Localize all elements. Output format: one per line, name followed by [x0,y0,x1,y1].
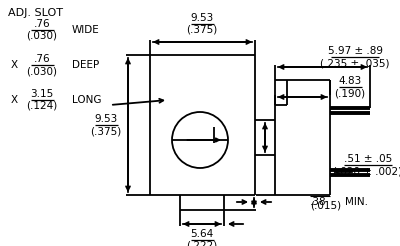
Text: ADJ. SLOT: ADJ. SLOT [8,8,63,18]
Text: (.190): (.190) [334,88,366,98]
Text: (.375): (.375) [90,126,122,136]
Text: .76: .76 [34,19,50,29]
Text: LONG: LONG [72,95,102,105]
Text: (.030): (.030) [26,31,58,41]
Text: MIN.: MIN. [345,197,368,207]
Text: (.235 ± .035): (.235 ± .035) [320,58,390,68]
Text: DEEP: DEEP [72,60,99,70]
Text: X: X [10,60,18,70]
Text: .76: .76 [34,54,50,64]
Text: 9.53: 9.53 [190,13,214,23]
Text: 9.53: 9.53 [94,114,118,124]
Text: .38: .38 [310,197,327,207]
Text: X: X [10,95,18,105]
Text: 5.64: 5.64 [190,229,214,239]
Text: 5.97 ± .89: 5.97 ± .89 [328,46,382,56]
Text: (.015): (.015) [310,201,341,211]
Text: WIDE: WIDE [72,25,100,35]
Text: (.124): (.124) [26,101,58,111]
Text: 3.15: 3.15 [30,89,54,99]
Text: (.375): (.375) [186,25,218,35]
Text: (.222): (.222) [186,241,218,246]
Text: (.030): (.030) [26,66,58,76]
Text: 4.83: 4.83 [338,76,362,86]
Text: (.020 ± .002): (.020 ± .002) [334,166,400,176]
Text: .51 ± .05: .51 ± .05 [344,154,392,164]
